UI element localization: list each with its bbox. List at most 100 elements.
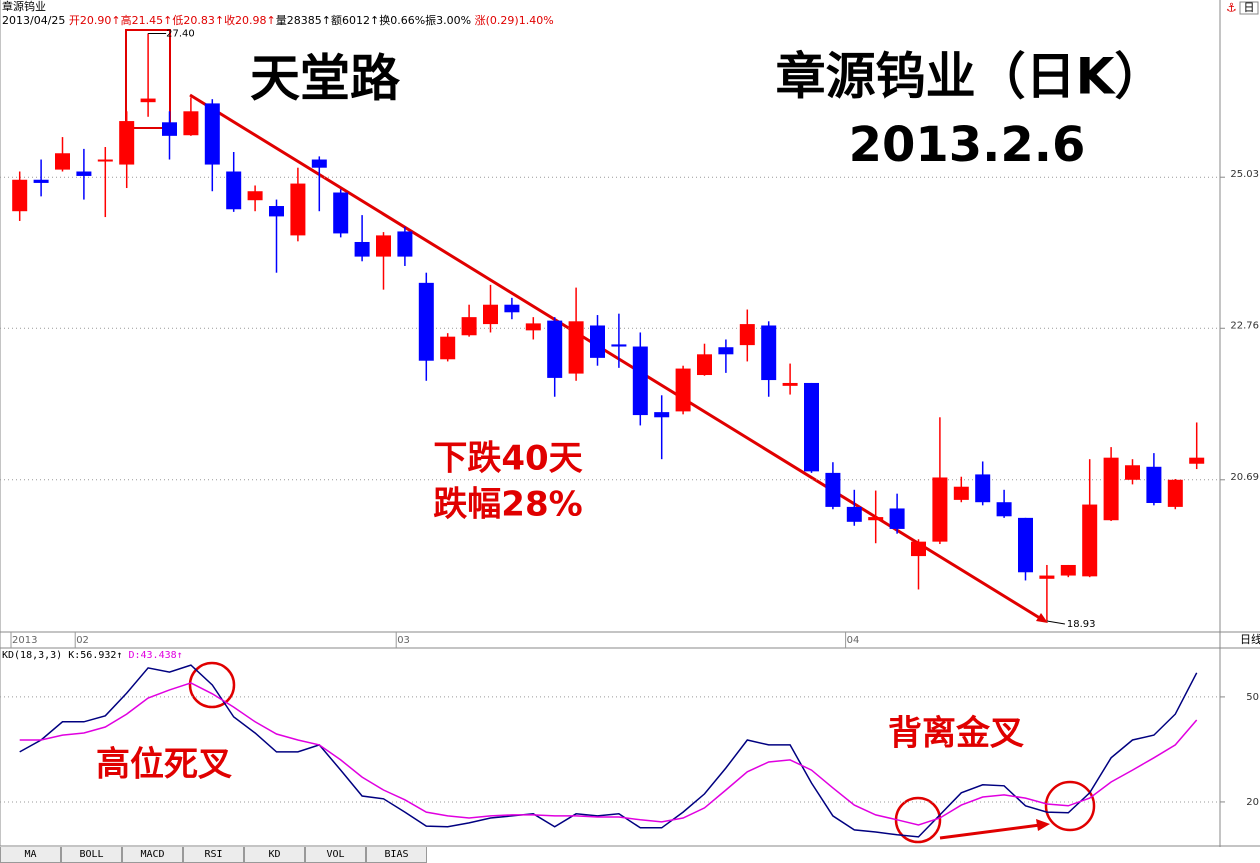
panel-legend: KD(18,3,3) K:56.932↑ D:43.438↑	[2, 650, 183, 661]
quote-volume: 量28385↑	[275, 14, 331, 27]
candle-body	[483, 304, 498, 325]
quote-date: 2013/04/25	[2, 14, 66, 27]
quote-line: 2013/04/25 开20.90↑高21.45↑低20.83↑收20.98↑量…	[2, 14, 554, 27]
candle-body	[932, 477, 948, 542]
candle-body	[590, 325, 605, 358]
quote-amplitude: 振3.00%	[425, 14, 472, 27]
annotation: 下跌40天	[433, 439, 582, 479]
legend-entry: K:56.932↑	[68, 650, 122, 661]
x-tick-label: 2013	[12, 635, 37, 646]
candle-body	[782, 382, 798, 386]
candle-body	[975, 474, 991, 503]
candle-body	[55, 153, 70, 170]
indicator-tab[interactable]: BIAS	[366, 847, 427, 863]
candle-body	[1060, 564, 1076, 576]
candle-body	[119, 121, 135, 165]
candle-body	[825, 472, 841, 507]
candle-body	[461, 317, 477, 336]
cross-circle	[188, 661, 236, 709]
indicator-tab[interactable]: MA	[0, 847, 61, 863]
candle-body	[269, 206, 284, 217]
candle-body	[76, 171, 92, 176]
candle-body	[889, 508, 905, 529]
quote-high: 高21.45↑	[120, 14, 173, 27]
period-box	[1239, 1, 1259, 15]
candle-body	[204, 103, 220, 165]
indicator-tab[interactable]: KD	[244, 847, 305, 863]
annotation: 高位死叉	[96, 745, 232, 785]
indicator-tab[interactable]: VOL	[305, 847, 366, 863]
y-tick-label: 22.76	[1230, 320, 1259, 331]
candle-body	[739, 324, 755, 346]
candle-body	[12, 179, 28, 212]
cross-circle	[1044, 780, 1096, 832]
annotation: 章源钨业（日K）	[776, 48, 1165, 106]
candle-body	[697, 354, 712, 376]
divergence-arrow	[939, 823, 1041, 840]
panel-title: KD(18,3,3)	[2, 650, 62, 661]
candle-body	[1189, 457, 1205, 464]
y-tick-label: 20.69	[1230, 472, 1259, 483]
candle-body	[846, 506, 862, 522]
axis-period: 日线	[1240, 632, 1260, 646]
trend-line	[189, 93, 1044, 622]
candle-body	[1125, 465, 1140, 480]
candle-body	[333, 192, 349, 234]
series-line	[19, 682, 1198, 826]
candle-body	[1082, 504, 1098, 577]
x-tick-label: 03	[397, 635, 410, 646]
candle-body	[1146, 466, 1162, 503]
candle-body	[504, 304, 520, 313]
candle-body	[611, 344, 627, 347]
candle-body	[953, 486, 969, 500]
annotation: 2013.2.6	[849, 117, 1086, 173]
indicator-tab[interactable]: BOLL	[61, 847, 122, 863]
indicator-tab[interactable]: RSI	[183, 847, 244, 863]
candle-body	[247, 191, 263, 201]
y-tick-label: 50	[1246, 692, 1259, 703]
quote-close: 收20.98↑	[224, 14, 276, 27]
candle-body	[140, 98, 156, 103]
candle-body	[654, 412, 670, 418]
y-tick-label: 25.03	[1230, 169, 1259, 180]
candle-body	[632, 346, 648, 416]
candle-body	[290, 183, 306, 236]
annotation: 天堂路	[250, 50, 401, 108]
period-label: 日	[1244, 1, 1255, 14]
candle-body	[547, 320, 563, 378]
candle-body	[911, 541, 926, 557]
candle-body	[804, 382, 819, 472]
y-tick-label: 20	[1246, 797, 1259, 808]
candle-body	[162, 122, 177, 136]
candle-body	[354, 241, 370, 257]
min-label: 18.93	[1067, 619, 1096, 630]
stock-title: 章源钨业	[2, 0, 46, 13]
candle-body	[226, 171, 242, 210]
candle-body	[996, 502, 1012, 517]
candle-body	[440, 336, 456, 360]
indicator-tab[interactable]: MACD	[122, 847, 183, 863]
candle-body	[525, 323, 541, 331]
annotation: 跌幅28%	[433, 485, 582, 525]
quote-turnover: 换0.66%	[379, 14, 426, 27]
candle-body	[568, 321, 584, 374]
indicator-tabs: MA BOLL MACD RSI KD VOL BIAS	[0, 847, 427, 863]
candle-body	[1167, 479, 1183, 507]
divergence-arrowhead	[1036, 819, 1050, 831]
max-label: 27.40	[166, 28, 195, 39]
candle-body	[33, 179, 49, 183]
min-leader	[1046, 620, 1065, 625]
candle-body	[1018, 517, 1033, 573]
legend-entry: D:43.438↑	[128, 650, 182, 661]
series-line	[19, 664, 1198, 838]
candle-body	[183, 111, 199, 136]
candle-body	[761, 325, 777, 381]
candle-body	[1039, 575, 1055, 579]
candle-body	[311, 159, 327, 168]
x-tick-label: 02	[76, 635, 89, 646]
candle-body	[376, 235, 391, 257]
candle-body	[718, 347, 734, 355]
trend-arrowhead	[1036, 613, 1048, 623]
period-icon: ⚓	[1226, 1, 1237, 15]
